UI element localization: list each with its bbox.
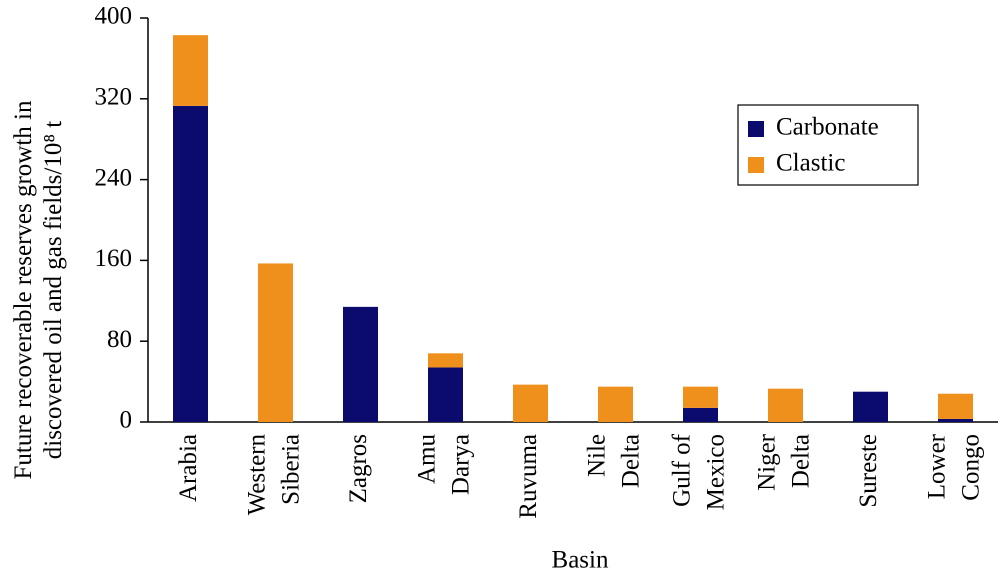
x-tick-label-group: Niger Delta bbox=[753, 433, 814, 491]
y-axis-label: Future recoverable reserves growth in dis… bbox=[10, 100, 67, 480]
legend-swatch bbox=[748, 157, 764, 173]
x-tick-label: Arabia bbox=[175, 434, 202, 502]
x-tick-label-group: Amu Darya bbox=[413, 434, 474, 496]
x-tick-label-group: Gulf of Mexico bbox=[668, 433, 729, 510]
bar-segment bbox=[768, 388, 803, 422]
x-tick-label: Western Siberia bbox=[243, 434, 304, 516]
x-tick-label: Amu Darya bbox=[413, 434, 474, 496]
legend-label: Clastic bbox=[776, 150, 845, 177]
x-tick-label: Ruvuma bbox=[515, 434, 542, 519]
bar-segment bbox=[683, 407, 718, 422]
bar-segment bbox=[513, 384, 548, 422]
x-tick-label: Nile Delta bbox=[583, 434, 644, 488]
x-tick-label: Zagros bbox=[345, 434, 372, 503]
bar-segment bbox=[258, 263, 293, 422]
legend-swatch bbox=[748, 121, 764, 137]
bar-segment bbox=[853, 391, 888, 422]
legend-box bbox=[737, 104, 919, 186]
x-tick-label: Gulf of Mexico bbox=[668, 433, 729, 510]
y-tick-label: 320 bbox=[95, 84, 133, 111]
x-tick-label: Niger Delta bbox=[753, 433, 814, 491]
x-tick-label-group: Western Siberia bbox=[243, 434, 304, 516]
x-tick-label-group: Sureste bbox=[855, 434, 882, 508]
y-tick-label: 0 bbox=[120, 407, 133, 434]
bar-segment bbox=[938, 393, 973, 419]
y-tick-label: 400 bbox=[95, 3, 133, 30]
bar-segment bbox=[173, 35, 208, 106]
y-tick-label: 240 bbox=[95, 164, 133, 191]
y-tick-label: 160 bbox=[95, 245, 133, 272]
x-tick-label-group: Zagros bbox=[345, 434, 372, 503]
bar-segment bbox=[428, 367, 463, 422]
x-tick-label: Sureste bbox=[855, 434, 882, 508]
x-tick-label-group: Nile Delta bbox=[583, 434, 644, 488]
bar-segment bbox=[598, 386, 633, 422]
legend-label: Carbonate bbox=[776, 114, 879, 141]
bar-segment bbox=[428, 353, 463, 368]
x-tick-label-group: Arabia bbox=[175, 434, 202, 502]
bar-segment bbox=[173, 105, 208, 423]
bar-segment bbox=[343, 306, 378, 422]
bar-segment bbox=[938, 418, 973, 422]
x-tick-label-group: Ruvuma bbox=[515, 434, 542, 519]
x-tick-label: Lower Congo bbox=[923, 433, 984, 500]
x-axis-label: Basin bbox=[552, 547, 609, 574]
bar-segment bbox=[683, 386, 718, 408]
y-tick-label: 80 bbox=[107, 326, 132, 353]
x-tick-label-group: Lower Congo bbox=[923, 433, 984, 500]
